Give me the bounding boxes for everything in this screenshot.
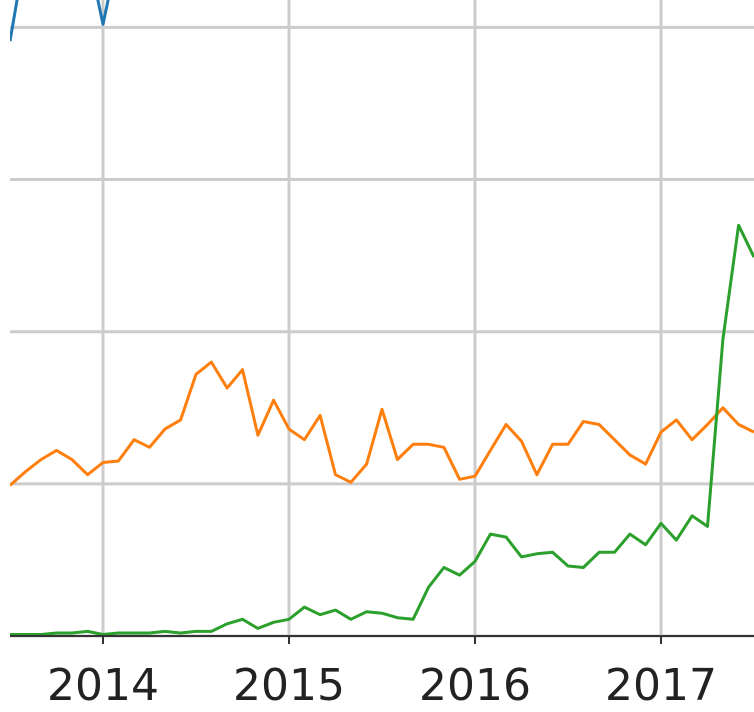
series-line — [10, 0, 110, 42]
x-tick-label: 2016 — [419, 660, 531, 711]
x-tick-label: 2014 — [47, 660, 159, 711]
series-line — [10, 223, 754, 636]
grid — [10, 0, 754, 638]
x-tick-label: 2017 — [605, 660, 717, 711]
series-line — [10, 360, 754, 487]
x-tick-label: 2015 — [233, 660, 345, 711]
plot-area — [10, 0, 754, 636]
